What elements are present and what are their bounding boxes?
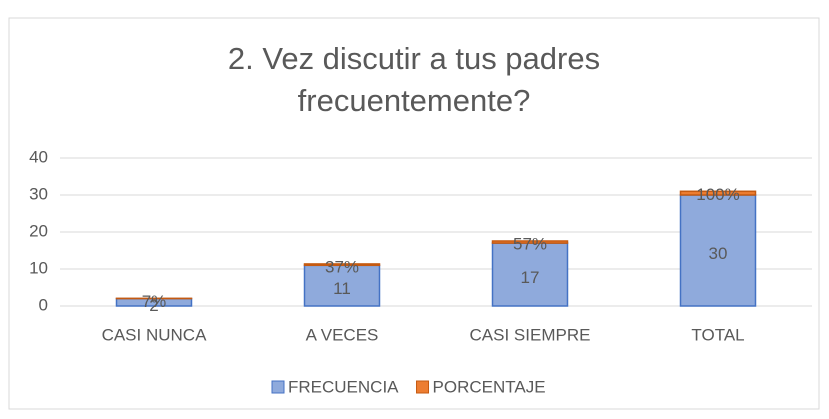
data-label: 7% bbox=[142, 292, 167, 311]
x-tick-label: TOTAL bbox=[691, 325, 744, 344]
data-label: 57% bbox=[513, 234, 547, 253]
legend-label: FRECUENCIA bbox=[288, 377, 399, 396]
data-label: 17 bbox=[521, 268, 540, 287]
y-tick-label: 10 bbox=[29, 258, 48, 277]
data-label: 37% bbox=[325, 257, 359, 276]
x-tick-label: CASI NUNCA bbox=[102, 325, 208, 344]
data-label: 30 bbox=[709, 244, 728, 263]
legend-label: PORCENTAJE bbox=[433, 377, 546, 396]
y-tick-label: 30 bbox=[29, 184, 48, 203]
x-tick-label: CASI SIEMPRE bbox=[470, 325, 591, 344]
data-label: 100% bbox=[696, 185, 739, 204]
bar-segment bbox=[491, 242, 569, 307]
chart-title: 2. Vez discutir a tus padres frecuenteme… bbox=[227, 41, 601, 118]
bar-segment bbox=[679, 194, 757, 307]
bar-segment bbox=[303, 263, 381, 267]
data-label: 11 bbox=[333, 279, 351, 298]
bar-segment bbox=[679, 190, 757, 196]
data-label: 2 bbox=[149, 296, 158, 315]
x-tick-label: A VECES bbox=[306, 325, 379, 344]
y-tick-label: 40 bbox=[29, 147, 48, 166]
y-tick-label: 20 bbox=[29, 221, 48, 240]
legend-swatch bbox=[271, 380, 285, 394]
legend-swatch bbox=[416, 380, 430, 394]
bar-segment bbox=[491, 240, 569, 244]
y-tick-label: 0 bbox=[39, 295, 48, 314]
